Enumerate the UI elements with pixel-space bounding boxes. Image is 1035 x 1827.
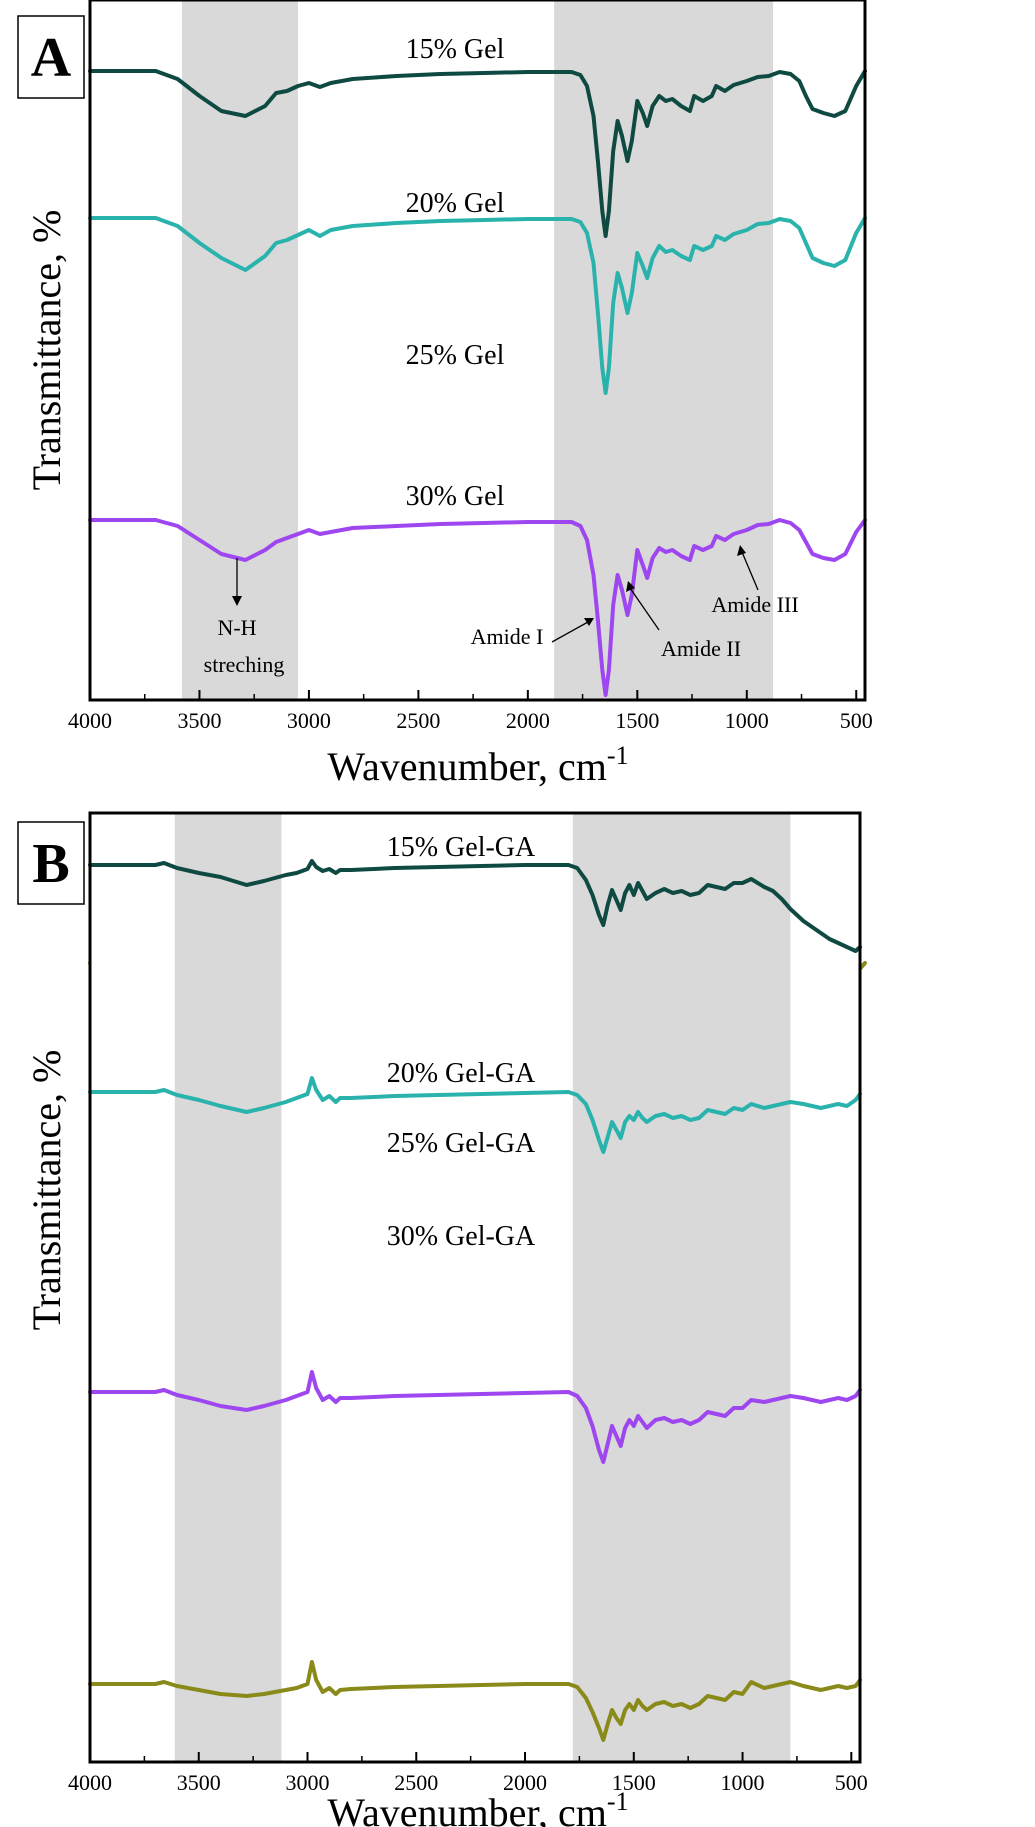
series-label-b-1: 15% Gel-GA xyxy=(387,832,536,863)
x-axis-title-b-sup: -1 xyxy=(607,1787,629,1816)
series-line-a-3 xyxy=(88,518,867,697)
annotation-amide-ii: Amide II xyxy=(626,581,741,661)
series-labels-a: 15% Gel 20% Gel 25% Gel 30% Gel xyxy=(406,34,505,512)
shaded-region-a-1 xyxy=(181,0,298,700)
series-label-a-1: 15% Gel xyxy=(406,34,505,65)
x-ticks-b: 4000 3500 3000 2500 2000 1500 1000 500 xyxy=(68,1752,868,1795)
panel-letter-a: A xyxy=(31,27,72,89)
series-line-b-3 xyxy=(88,1370,862,1464)
x-tick-label-a-5: 2000 xyxy=(506,708,550,733)
panel-letter-box-b xyxy=(17,821,85,905)
series-line-b-2 xyxy=(88,1076,862,1154)
annotation-amide-iii: Amide III xyxy=(711,545,799,617)
series-line-a-1 xyxy=(88,69,867,238)
annotation-amide-i: Amide I xyxy=(471,618,594,649)
x-tick-label-b-8: 500 xyxy=(835,1770,868,1795)
series-label-b-3: 25% Gel-GA xyxy=(387,1128,536,1159)
x-tick-label-b-2: 3500 xyxy=(177,1770,221,1795)
series-line-b-4 xyxy=(88,1660,862,1742)
series-label-a-2: 20% Gel xyxy=(406,188,505,219)
x-tick-label-a-4: 2500 xyxy=(396,708,440,733)
x-axis-title-b-text: Wavenumber, cm xyxy=(327,1790,607,1827)
annotation-nh-line1: N-H xyxy=(217,615,256,640)
annotation-nh-line2: streching xyxy=(204,652,285,677)
x-axis-title-a-text: Wavenumber, cm xyxy=(327,744,607,789)
x-tick-label-a-1: 4000 xyxy=(68,708,112,733)
plot-frame-a xyxy=(88,0,867,702)
annotation-amide-i-label: Amide I xyxy=(471,624,544,649)
panel-letter-box-a xyxy=(17,15,85,99)
x-tick-label-b-6: 1500 xyxy=(612,1770,656,1795)
series-label-a-3: 25% Gel xyxy=(406,340,505,371)
annotation-amide-iii-label: Amide III xyxy=(711,592,798,617)
x-tick-label-a-2: 3500 xyxy=(177,708,221,733)
annotation-amide-ii-label: Amide II xyxy=(661,636,741,661)
x-tick-label-b-5: 2000 xyxy=(503,1770,547,1795)
shaded-region-b-1 xyxy=(174,813,282,1762)
series-label-b-2: 20% Gel-GA xyxy=(387,1058,536,1089)
shaded-region-b-2 xyxy=(572,813,791,1762)
x-tick-label-a-8: 500 xyxy=(840,708,873,733)
y-axis-title-a: Transmittance, % xyxy=(24,210,69,491)
x-tick-label-a-3: 3000 xyxy=(287,708,331,733)
x-ticks-a: 4000 3500 3000 2500 2000 1500 1000 500 xyxy=(68,690,873,733)
x-tick-label-b-7: 1000 xyxy=(721,1770,765,1795)
shaded-regions-b xyxy=(174,813,791,1762)
shaded-region-a-2 xyxy=(554,0,774,700)
x-tick-label-a-6: 1500 xyxy=(615,708,659,733)
series-line-a-2 xyxy=(88,216,867,395)
series-labels-b: 15% Gel-GA 20% Gel-GA 25% Gel-GA 30% Gel-GA xyxy=(387,832,536,1252)
x-tick-label-a-7: 1000 xyxy=(725,708,769,733)
x-axis-title-a: Wavenumber, cm-1 xyxy=(327,741,628,789)
series-group-b xyxy=(88,859,862,1742)
x-tick-label-b-4: 2500 xyxy=(394,1770,438,1795)
x-axis-title-a-sup: -1 xyxy=(607,741,629,770)
panel-b: 4000 3500 3000 2500 2000 1500 1000 500 15% Gel-… xyxy=(17,811,868,1827)
annotation-nh-stretching: N-H streching xyxy=(204,558,285,677)
plot-frame-b xyxy=(88,811,862,1764)
x-tick-label-b-3: 3000 xyxy=(286,1770,330,1795)
series-line-b-1 xyxy=(88,859,862,953)
x-axis-title-b: Wavenumber, cm-1 xyxy=(327,1787,628,1827)
y-axis-title-b: Transmittance, % xyxy=(24,1050,69,1331)
series-label-b-4: 30% Gel-GA xyxy=(387,1221,536,1252)
x-tick-label-b-1: 4000 xyxy=(68,1770,112,1795)
series-label-a-4: 30% Gel xyxy=(406,481,505,512)
panel-letter-b: B xyxy=(32,833,69,895)
